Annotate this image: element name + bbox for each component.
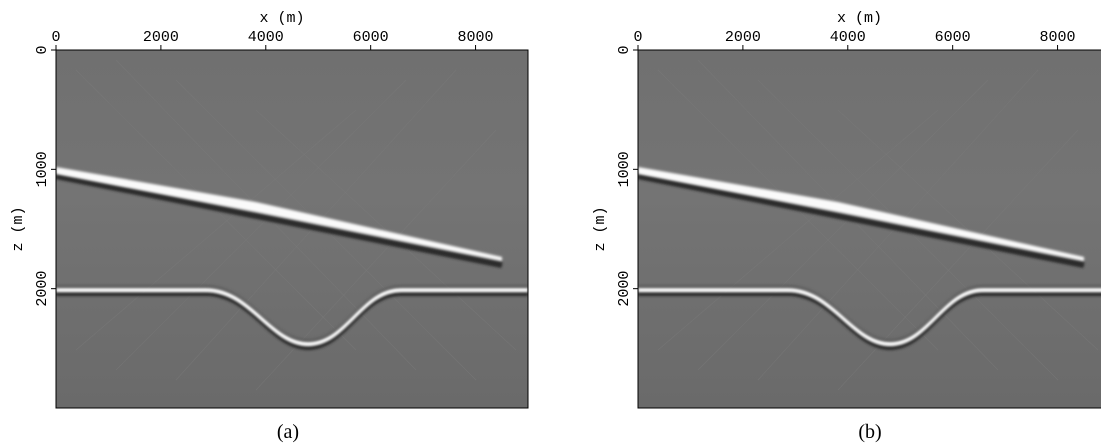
plot-frame <box>637 49 1101 409</box>
x-axis-label: x (m) <box>259 10 304 27</box>
x-tick-label: 8000 <box>1040 29 1076 46</box>
y-tick-label: 1000 <box>616 151 633 187</box>
x-tick-label: 4000 <box>248 29 284 46</box>
y-axis-label: z (m) <box>10 206 27 251</box>
x-tick-label: 0 <box>51 29 60 46</box>
seismic-image-a <box>56 50 528 408</box>
x-tick-label: 8000 <box>458 29 494 46</box>
x-tick-label: 2000 <box>725 29 761 46</box>
y-tick-label: 2000 <box>34 271 51 307</box>
x-tick-label: 2000 <box>143 29 179 46</box>
y-axis-label: z (m) <box>592 206 609 251</box>
x-tick-label: 6000 <box>935 29 971 46</box>
x-tick-label: 6000 <box>353 29 389 46</box>
x-axis-label: x (m) <box>837 10 882 27</box>
seismic-image-b <box>638 50 1101 408</box>
y-tick-label: 0 <box>34 45 51 54</box>
x-tick-label: 0 <box>633 29 642 46</box>
caption: (b) <box>858 421 881 443</box>
y-tick-label: 0 <box>616 45 633 54</box>
y-tick-label: 2000 <box>616 271 633 307</box>
caption: (a) <box>277 421 299 443</box>
y-tick-label: 1000 <box>34 151 51 187</box>
plot-frame <box>55 49 529 409</box>
x-tick-label: 4000 <box>830 29 866 46</box>
